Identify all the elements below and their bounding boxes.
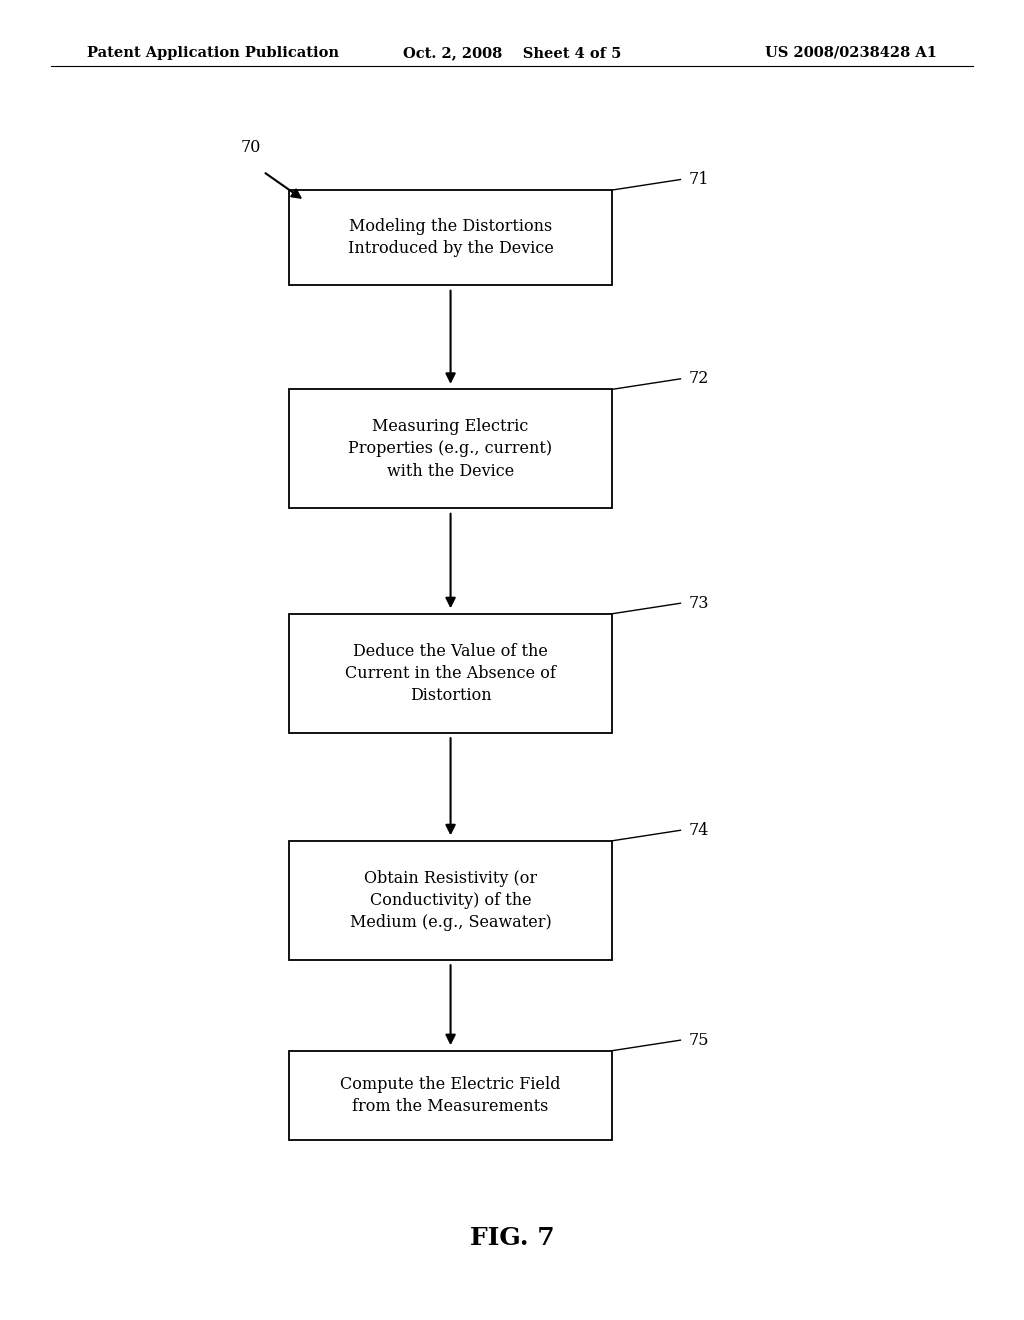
Text: 71: 71 [688, 172, 710, 187]
Text: Measuring Electric
Properties (e.g., current)
with the Device: Measuring Electric Properties (e.g., cur… [348, 418, 553, 479]
Text: Obtain Resistivity (or
Conductivity) of the
Medium (e.g., Seawater): Obtain Resistivity (or Conductivity) of … [349, 870, 552, 931]
Text: 74: 74 [688, 822, 709, 838]
Bar [289, 389, 611, 508]
Bar [289, 1051, 611, 1140]
Text: Deduce the Value of the
Current in the Absence of
Distortion: Deduce the Value of the Current in the A… [345, 643, 556, 704]
Text: Compute the Electric Field
from the Measurements: Compute the Electric Field from the Meas… [340, 1076, 561, 1115]
Text: Oct. 2, 2008    Sheet 4 of 5: Oct. 2, 2008 Sheet 4 of 5 [402, 46, 622, 59]
Text: 70: 70 [241, 140, 261, 156]
Text: 73: 73 [688, 595, 710, 611]
Text: Patent Application Publication: Patent Application Publication [87, 46, 339, 59]
Text: FIG. 7: FIG. 7 [470, 1226, 554, 1250]
Bar [289, 190, 611, 285]
Text: 72: 72 [688, 371, 709, 387]
Text: 75: 75 [688, 1032, 710, 1048]
Text: US 2008/0238428 A1: US 2008/0238428 A1 [765, 46, 937, 59]
Bar [289, 614, 611, 733]
Bar [289, 841, 611, 960]
Text: Modeling the Distortions
Introduced by the Device: Modeling the Distortions Introduced by t… [347, 218, 554, 257]
